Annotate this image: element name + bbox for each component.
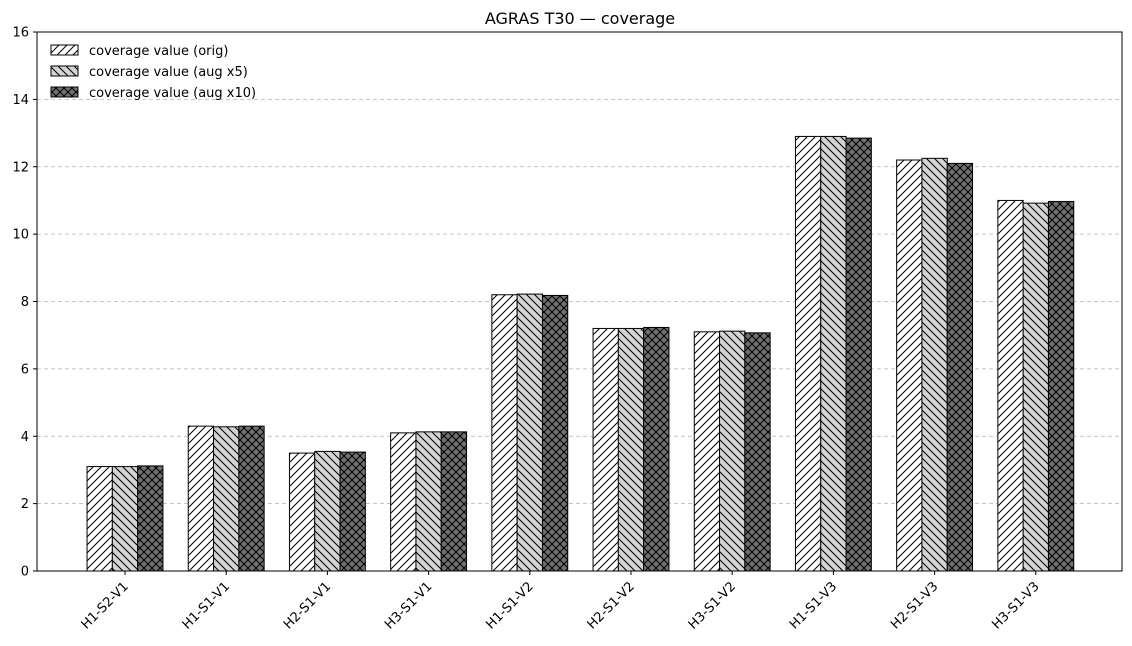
legend: coverage value (orig) coverage value (aug… <box>50 44 256 101</box>
y-tick-label: 2 <box>21 497 29 512</box>
x-tick-label: H1-S2-V1 <box>79 579 132 632</box>
plot-frame <box>36 31 1123 572</box>
bar <box>896 159 923 572</box>
bar <box>643 326 670 572</box>
y-tick-label: 6 <box>21 362 29 377</box>
legend-swatch <box>50 44 79 56</box>
x-tick-label: H3-S1-V3 <box>989 579 1042 632</box>
x-tick-label: H2-S1-V3 <box>888 579 941 632</box>
x-tick-label: H1-S1-V3 <box>787 579 840 632</box>
bar <box>491 294 518 572</box>
bar <box>440 431 468 572</box>
bar <box>415 431 442 572</box>
x-tick-label: H1-S1-V2 <box>483 579 536 632</box>
bar <box>516 293 543 572</box>
legend-swatch <box>50 86 79 98</box>
bar <box>592 327 619 572</box>
x-tick-label: H3-S1-V1 <box>382 579 435 632</box>
x-tick-label: H2-S1-V2 <box>585 579 638 632</box>
bar <box>86 466 113 572</box>
bar <box>921 157 948 572</box>
legend-label: coverage value (aug x10) <box>89 86 256 101</box>
y-tick-label: 10 <box>12 228 29 243</box>
x-tick-label: H3-S1-V2 <box>686 579 739 632</box>
bar <box>314 450 341 572</box>
x-tick-label: H2-S1-V1 <box>281 579 334 632</box>
bar <box>238 425 265 572</box>
bar <box>744 332 771 572</box>
bars <box>86 135 1075 572</box>
y-tick-label: 8 <box>21 295 29 310</box>
x-tick-label: H1-S1-V1 <box>180 579 233 632</box>
bar <box>541 294 569 572</box>
bar <box>794 135 822 572</box>
y-tick-label: 16 <box>12 26 29 41</box>
bar <box>719 330 746 572</box>
x-axis: H1-S2-V1 H1-S1-V1 H2-S1-V1 H3-S1-V1 H1-S1-V2… <box>79 571 1043 633</box>
bar <box>288 452 316 572</box>
bar <box>111 466 139 572</box>
legend-label: coverage value (aug x5) <box>89 65 248 80</box>
y-tick-label: 14 <box>12 93 29 108</box>
bar <box>1022 202 1049 572</box>
bar <box>693 331 721 572</box>
y-axis: 0 2 4 6 8 10 12 14 16 <box>12 26 37 580</box>
chart-title: AGRAS T30 — coverage <box>485 9 675 28</box>
legend-label: coverage value (orig) <box>89 44 228 59</box>
legend-swatch <box>50 65 79 77</box>
bar <box>997 199 1024 572</box>
bar <box>820 135 847 572</box>
bar <box>187 425 215 572</box>
bar <box>213 426 240 572</box>
bar <box>946 162 974 572</box>
bar <box>137 465 164 572</box>
bar <box>845 137 872 572</box>
bar <box>617 327 645 572</box>
y-tick-label: 12 <box>12 160 29 175</box>
bar <box>339 451 366 572</box>
y-tick-label: 0 <box>21 565 29 580</box>
y-tick-label: 4 <box>21 430 29 445</box>
bar <box>390 432 417 572</box>
bar <box>1047 200 1075 572</box>
